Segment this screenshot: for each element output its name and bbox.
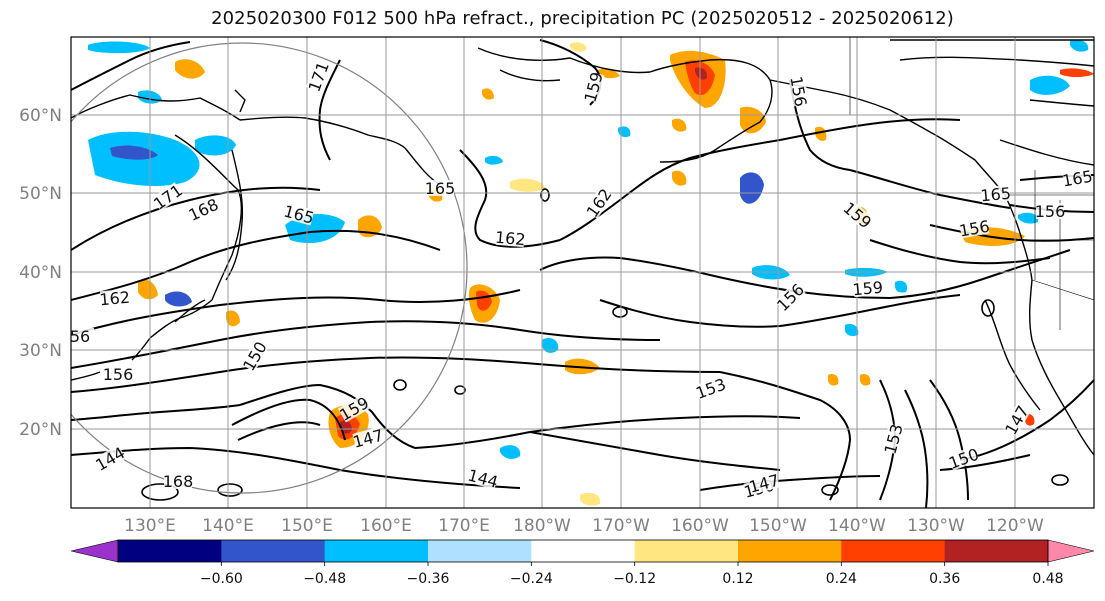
map-frame: [70, 36, 1095, 509]
contour-label: 156: [786, 75, 810, 108]
lat-label: 60°N: [19, 106, 62, 126]
contour-label: 168: [163, 472, 194, 491]
contours: [71, 39, 1094, 508]
colorbar-extend-low: [70, 539, 119, 563]
colorbar-extend-high: [1047, 539, 1095, 563]
colorbar-tick-label: −0.36: [407, 571, 450, 587]
svg-text:162: 162: [99, 288, 131, 310]
svg-text:162: 162: [494, 228, 526, 250]
longitude-labels: 130°E 140°E 150°E 160°E 170°E 180°W 170°W 160°W…: [124, 516, 1044, 536]
lon-label: 130°E: [124, 516, 176, 536]
svg-text:156: 156: [1035, 202, 1066, 221]
lon-label: 140°W: [828, 516, 886, 536]
colorbar-tick-label: −0.12: [613, 571, 656, 587]
map-title: 2025020300 F012 500 hPa refract., precip…: [211, 8, 954, 29]
contour-label: 165: [980, 184, 1012, 206]
colorbar-tick-label: −0.60: [200, 571, 243, 587]
lon-label: 160°E: [360, 516, 412, 536]
contour-label: 159: [852, 278, 884, 300]
colorbar-segment: [118, 540, 222, 562]
lon-label: 180°W: [513, 516, 571, 536]
colorbar-segment: [634, 540, 739, 562]
lon-label: 120°W: [986, 516, 1044, 536]
svg-text:56: 56: [70, 327, 90, 346]
colorbar-segment: [428, 540, 532, 562]
colorbar-tick-label: −0.48: [303, 571, 346, 587]
colorbar-tick-label: 0.12: [722, 571, 753, 587]
svg-text:165: 165: [980, 184, 1012, 206]
lat-label: 50°N: [19, 184, 62, 204]
colorbar-segment: [841, 540, 946, 562]
lon-label: 170°W: [592, 516, 650, 536]
svg-text:165: 165: [425, 179, 456, 198]
latitude-labels: 60°N 50°N 40°N 30°N 20°N: [19, 106, 62, 440]
lon-label: 160°W: [671, 516, 729, 536]
coastlines: [71, 39, 1094, 456]
contour-label: 56: [70, 327, 94, 346]
lon-label: 130°W: [907, 516, 965, 536]
colorbar-tick-label: 0.48: [1032, 571, 1063, 587]
contour-label: 156: [1035, 202, 1066, 221]
contour-label: 165: [1061, 167, 1094, 191]
colorbar-segment: [738, 540, 842, 562]
svg-text:168: 168: [163, 472, 194, 491]
colorbar: −0.60 −0.48 −0.36 −0.24 −0.12 0.12 0.24 0.36 0.4…: [70, 539, 1095, 587]
colorbar-segment: [324, 540, 429, 562]
colorbar-segment: [531, 540, 636, 562]
colorbar-tick-label: −0.24: [510, 571, 553, 587]
colorbar-segment: [221, 540, 326, 562]
small-contours: [141, 188, 1069, 501]
colorbar-segment: [944, 540, 1049, 562]
contour-label: 162: [494, 228, 526, 250]
lat-label: 30°N: [19, 341, 62, 361]
svg-text:159: 159: [852, 278, 884, 300]
lon-label: 140°E: [202, 516, 254, 536]
range-circle: [71, 42, 468, 494]
svg-text:156: 156: [103, 365, 134, 384]
lon-label: 170°E: [438, 516, 490, 536]
contour-label: 162: [99, 288, 131, 310]
lat-label: 40°N: [19, 263, 62, 283]
lat-label: 20°N: [19, 420, 62, 440]
contour-label: 165: [425, 179, 456, 198]
lon-label: 150°E: [281, 516, 333, 536]
colorbar-tick-label: 0.36: [929, 571, 960, 587]
gridlines: [71, 37, 1094, 508]
contour-label: 156: [103, 365, 134, 384]
colorbar-tick-label: 0.24: [826, 571, 857, 587]
lon-label: 150°W: [749, 516, 807, 536]
